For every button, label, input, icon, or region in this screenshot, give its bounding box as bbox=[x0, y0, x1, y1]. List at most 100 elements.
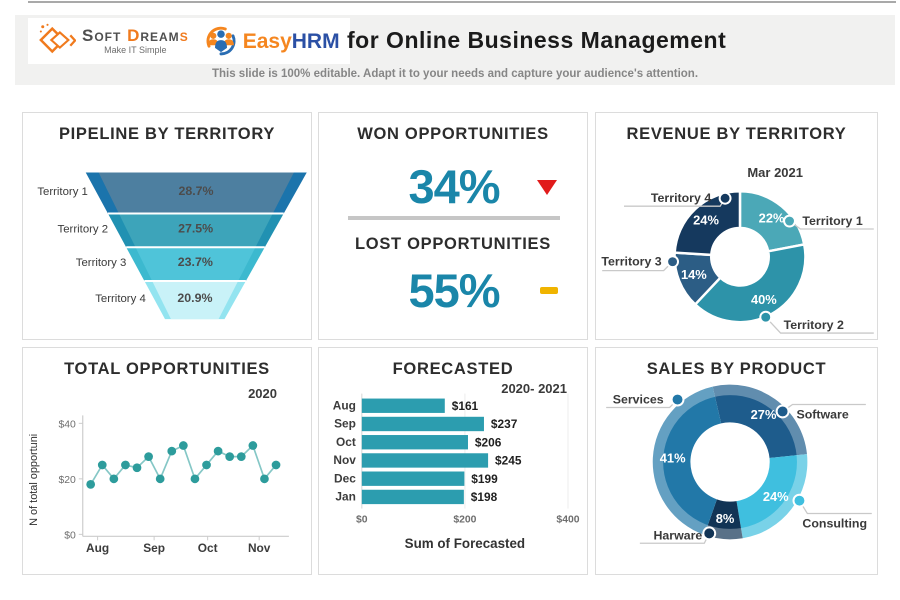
logo-text-part: ream bbox=[140, 26, 180, 45]
donut-slice-territory-2 bbox=[693, 243, 807, 324]
soft-dreams-diamond-icon bbox=[39, 23, 76, 54]
data-point bbox=[121, 460, 130, 470]
x-tick-label: Oct bbox=[198, 541, 218, 555]
slide-top-border bbox=[28, 1, 896, 3]
slice-percent-label: 24% bbox=[763, 489, 789, 504]
slice-percent-label: 24% bbox=[693, 213, 719, 228]
slice-percent-label: 41% bbox=[660, 451, 686, 466]
panel-won-lost-opportunities: WON OPPORTUNITIES 34% LOST OPPORTUNITIES… bbox=[318, 112, 588, 340]
data-point bbox=[260, 474, 269, 484]
forecasted-bar-chart: Aug $161 Sep $237 Oct $206 Nov $245 Dec $199 Jan $1… bbox=[333, 393, 580, 551]
slice-percent-label: 27% bbox=[751, 407, 777, 422]
callout-dot bbox=[718, 191, 732, 205]
period-label: Mar 2021 bbox=[747, 165, 803, 180]
bar-value-label: $237 bbox=[491, 417, 518, 431]
funnel-value-label: 20.9% bbox=[177, 291, 212, 305]
x-tick-label: $400 bbox=[556, 514, 579, 525]
logo-box: Soft Dreams Make IT Simple EasyHRM bbox=[28, 18, 350, 64]
funnel-value-label: 28.7% bbox=[178, 184, 213, 198]
period-label: 2020 bbox=[248, 386, 277, 401]
bar-aug bbox=[361, 398, 445, 413]
bar-category-label: Jan bbox=[335, 490, 355, 504]
y-tick-label: $0 bbox=[64, 530, 76, 541]
funnel-category-label: Territory 4 bbox=[95, 293, 146, 305]
data-point bbox=[202, 460, 211, 470]
x-axis-title: Sum of Forecasted bbox=[405, 536, 525, 551]
callout-dot bbox=[759, 310, 773, 324]
bar-value-label: $206 bbox=[475, 435, 502, 449]
bar-value-label: $161 bbox=[452, 399, 479, 413]
data-point bbox=[213, 446, 223, 456]
panel-title: SALES BY PRODUCT bbox=[646, 360, 827, 378]
slice-percent-label: 14% bbox=[681, 267, 707, 282]
panel-revenue-by-territory: REVENUE BY TERRITORY Mar 2021 22% 40% 14% 2… bbox=[595, 112, 878, 340]
bar-category-label: Sep bbox=[334, 417, 356, 431]
data-point bbox=[236, 452, 246, 461]
donut-category-label: Territory 3 bbox=[601, 255, 661, 269]
easyhrm-text: EasyHRM bbox=[243, 31, 340, 52]
easyhrm-hrm: HRM bbox=[291, 29, 340, 53]
donut-category-label: Consulting bbox=[802, 516, 867, 530]
bar-value-label: $245 bbox=[495, 454, 522, 468]
data-point bbox=[144, 452, 153, 461]
y-axis-title: N of total opportuni bbox=[28, 434, 40, 526]
x-tick-label: $0 bbox=[356, 514, 368, 525]
sales-donut-chart: 27% 24% 8% 41% Services Software Consulting Har… bbox=[606, 384, 872, 544]
bar-value-label: $198 bbox=[471, 490, 498, 504]
bar-category-label: Aug bbox=[333, 398, 356, 412]
donut-category-label: Territory 1 bbox=[802, 214, 862, 228]
bar-category-label: Dec bbox=[334, 471, 356, 485]
data-point bbox=[155, 474, 165, 484]
won-opportunities-value: 34% bbox=[408, 160, 500, 213]
funnel-category-label: Territory 3 bbox=[76, 257, 127, 269]
bar-category-label: Oct bbox=[336, 435, 356, 449]
panel-pipeline-by-territory: PIPELINE BY TERRITORY Territory 1 28.7% Te… bbox=[22, 112, 312, 340]
slice-percent-label: 8% bbox=[716, 511, 735, 526]
panel-total-opportunities: TOTAL OPPORTUNITIES 2020 $0 $20 $40 Aug Sep O… bbox=[22, 347, 312, 575]
logo-tagline: Make IT Simple bbox=[104, 45, 167, 55]
donut-slice-consulting bbox=[736, 454, 808, 539]
revenue-donut-chart: 22% 40% 14% 24% Territory 1 Territory 2 Territ… bbox=[601, 190, 874, 334]
line-series bbox=[89, 444, 277, 485]
donut-category-label: Territory 2 bbox=[784, 318, 844, 332]
won-opportunities-title: WON OPPORTUNITIES bbox=[357, 125, 549, 143]
panel-forecasted: FORECASTED 2020- 2021 Aug $161 Sep $237 Oct $… bbox=[318, 347, 588, 575]
page-subtitle: This slide is 100% editable. Adapt it to… bbox=[211, 68, 699, 80]
easyhrm-easy: Easy bbox=[242, 29, 292, 53]
donut-category-label: Harware bbox=[653, 528, 702, 542]
soft-dreams-text: Soft Dreams Make IT Simple bbox=[82, 27, 189, 55]
funnel-band-3 bbox=[135, 247, 256, 282]
data-point bbox=[271, 460, 281, 470]
soft-dreams-logo: Soft Dreams Make IT Simple bbox=[38, 22, 189, 60]
panel-title: TOTAL OPPORTUNITIES bbox=[64, 360, 270, 378]
callout-dot bbox=[783, 214, 796, 228]
bar-dec bbox=[361, 471, 465, 486]
lost-opportunities-title: LOST OPPORTUNITIES bbox=[355, 235, 551, 253]
x-tick-label: Nov bbox=[248, 541, 271, 555]
total-opportunities-line-chart: $0 $20 $40 Aug Sep Oct Nov N of total opportuni bbox=[28, 415, 289, 555]
bar-oct bbox=[361, 435, 468, 450]
x-tick-label: Sep bbox=[143, 541, 165, 555]
pipeline-funnel-chart: Territory 1 28.7% Territory 2 27.5% Territor… bbox=[37, 172, 307, 320]
donut-category-label: Territory 4 bbox=[651, 191, 711, 205]
data-point bbox=[132, 463, 142, 473]
logo-text-accent: D bbox=[127, 26, 141, 45]
bar-nov bbox=[361, 453, 489, 468]
funnel-band-2 bbox=[118, 213, 273, 248]
x-tick-label: Aug bbox=[86, 541, 109, 555]
donut-slice-territory-4 bbox=[673, 190, 742, 257]
easyhrm-logo: EasyHRM bbox=[203, 23, 340, 59]
easyhrm-people-icon bbox=[206, 26, 236, 56]
donut-slice-software bbox=[712, 384, 807, 458]
data-point bbox=[225, 452, 235, 461]
logo-text-part: Soft bbox=[82, 26, 128, 45]
donut-category-label: Software bbox=[796, 407, 848, 421]
donut-slice-territory-1 bbox=[738, 190, 806, 253]
data-point bbox=[248, 441, 258, 450]
lost-opportunities-value: 55% bbox=[408, 264, 500, 317]
data-point bbox=[190, 474, 200, 484]
funnel-band-4 bbox=[152, 281, 239, 320]
funnel-category-label: Territory 2 bbox=[58, 223, 109, 235]
bar-jan bbox=[361, 489, 464, 505]
